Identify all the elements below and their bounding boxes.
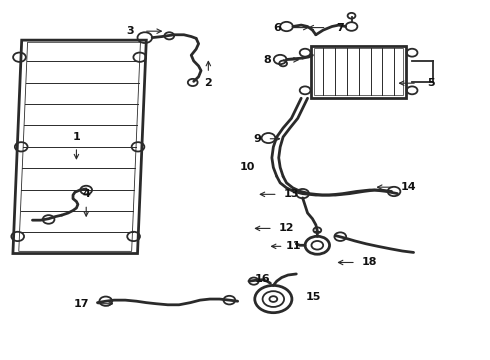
Text: 10: 10 — [240, 162, 255, 172]
Text: 1: 1 — [73, 132, 80, 142]
Text: 3: 3 — [126, 26, 134, 36]
Text: 18: 18 — [362, 257, 377, 267]
Text: 16: 16 — [254, 274, 270, 284]
Text: 11: 11 — [286, 241, 302, 251]
Text: 6: 6 — [273, 23, 281, 33]
Text: 15: 15 — [306, 292, 321, 302]
Text: 7: 7 — [337, 23, 344, 33]
Text: 5: 5 — [427, 78, 435, 88]
Text: 13: 13 — [284, 189, 299, 199]
Text: 2: 2 — [204, 78, 212, 88]
Text: 17: 17 — [74, 299, 89, 309]
Bar — [314, 48, 403, 95]
Text: 4: 4 — [82, 189, 90, 199]
Text: 14: 14 — [401, 182, 416, 192]
Text: 12: 12 — [279, 224, 294, 233]
Text: 9: 9 — [253, 134, 261, 144]
Bar — [311, 45, 406, 98]
Text: 8: 8 — [263, 55, 271, 65]
